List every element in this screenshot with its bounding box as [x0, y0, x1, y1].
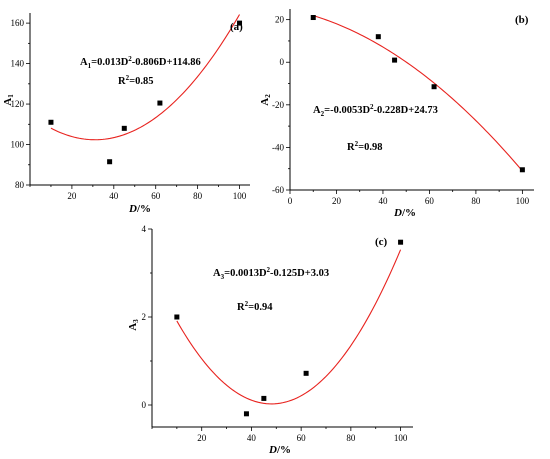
- chart-b-x-tick-label: 60: [425, 196, 435, 206]
- chart-b-data-point: [431, 84, 437, 90]
- chart-a-ylabel: A1: [2, 94, 15, 106]
- chart-b-y-tick-label: 20: [275, 15, 285, 25]
- chart-a-panel-tag: (a): [230, 21, 243, 33]
- chart-c-y-tick-label: 0: [142, 400, 147, 410]
- chart-a-x-tick-label: 60: [151, 191, 161, 201]
- chart-c-x-tick-label: 20: [197, 433, 207, 443]
- chart-b-y-tick-label: -40: [272, 142, 284, 152]
- chart-c-x-tick-label: 60: [297, 433, 307, 443]
- chart-a-r-squared: R2=0.85: [118, 74, 153, 87]
- chart-a-fit-curve: [50, 14, 240, 141]
- chart-a-y-tick-label: 120: [11, 99, 25, 109]
- chart-c-panel-tag: (c): [375, 236, 388, 248]
- chart-b-equation: A2=-0.0053D2-0.228D+24.73: [313, 103, 438, 118]
- chart-a-equation: A1=0.013D2-0.806D+114.86: [80, 55, 201, 70]
- chart-b-x-tick-label: 0: [288, 196, 293, 206]
- chart-c-y-tick-label: 2: [142, 312, 147, 322]
- chart-panel-a: 20 40 60 80 100 80 100 120 140 160 (a) A1=0.013D2…: [2, 13, 250, 215]
- chart-a-y-tick-label: 100: [11, 140, 25, 150]
- chart-a-marks: 20 40 60 80 100 80 100 120 140 160: [11, 13, 250, 201]
- chart-b-ylabel: A2: [259, 94, 272, 106]
- chart-b-data-point: [375, 34, 381, 40]
- chart-c-marks: 20 40 60 80 100 0 2 4: [142, 224, 413, 443]
- chart-b-data-point: [310, 15, 316, 21]
- chart-a-x-tick-label: 20: [67, 191, 77, 201]
- chart-c-fit-curve: [176, 249, 402, 405]
- chart-a-data-point: [121, 125, 127, 131]
- chart-b-y-tick-label: -20: [272, 100, 284, 110]
- chart-b-data-point: [392, 57, 398, 63]
- chart-a-x-tick-label: 40: [109, 191, 119, 201]
- chart-b-x-tick-label: 80: [471, 196, 481, 206]
- chart-a-y-tick-label: 140: [11, 59, 25, 69]
- chart-b-y-tick-label: -60: [272, 185, 284, 195]
- chart-b-x-tick-label: 100: [516, 196, 530, 206]
- chart-c-ylabel: A3: [127, 319, 140, 331]
- chart-b-panel-tag: (b): [515, 14, 529, 26]
- chart-c-equation: A3=0.0013D2-0.125D+3.03: [213, 266, 329, 281]
- chart-panel-b: 0 20 40 60 80 100 -60 -40 -20 0 20 (b) A2=-0.0053D…: [259, 9, 534, 219]
- chart-c-data-point: [261, 395, 267, 401]
- chart-a-y-tick-label: 160: [11, 18, 25, 28]
- chart-c-x-tick-label: 40: [247, 433, 257, 443]
- chart-b-r-squared: R2=0.98: [347, 140, 382, 153]
- chart-b-data-point: [519, 167, 525, 173]
- chart-b-marks: 0 20 40 60 80 100 -60 -40 -20 0 20: [272, 9, 534, 206]
- chart-b-x-tick-label: 40: [378, 196, 388, 206]
- chart-c-x-tick-label: 80: [346, 433, 356, 443]
- chart-a-x-tick-label: 100: [233, 191, 247, 201]
- chart-b-xlabel: D/%: [393, 207, 416, 219]
- chart-a-y-tick-label: 80: [15, 180, 25, 190]
- chart-a-x-tick-label: 80: [193, 191, 203, 201]
- chart-b-fit-curve: [313, 15, 523, 172]
- chart-c-xlabel: D/%: [268, 444, 291, 456]
- chart-panel-c: 20 40 60 80 100 0 2 4 (c) A3=0.0013D2-0.125D+3.…: [127, 224, 413, 456]
- chart-a-data-point: [107, 159, 113, 165]
- chart-a-data-point: [157, 100, 163, 106]
- chart-b-x-tick-label: 20: [332, 196, 342, 206]
- chart-a-xlabel: D/%: [128, 203, 151, 215]
- chart-c-y-tick-label: 4: [142, 224, 147, 234]
- chart-c-r-squared: R2=0.94: [237, 300, 273, 313]
- chart-c-data-point: [303, 370, 309, 376]
- chart-a-data-point: [237, 20, 243, 26]
- chart-c-data-point: [398, 239, 404, 245]
- chart-b-y-tick-label: 0: [280, 57, 285, 67]
- chart-c-x-tick-label: 100: [394, 433, 408, 443]
- chart-c-data-point: [243, 411, 249, 417]
- chart-c-data-point: [174, 314, 180, 320]
- chart-a-data-point: [48, 119, 54, 125]
